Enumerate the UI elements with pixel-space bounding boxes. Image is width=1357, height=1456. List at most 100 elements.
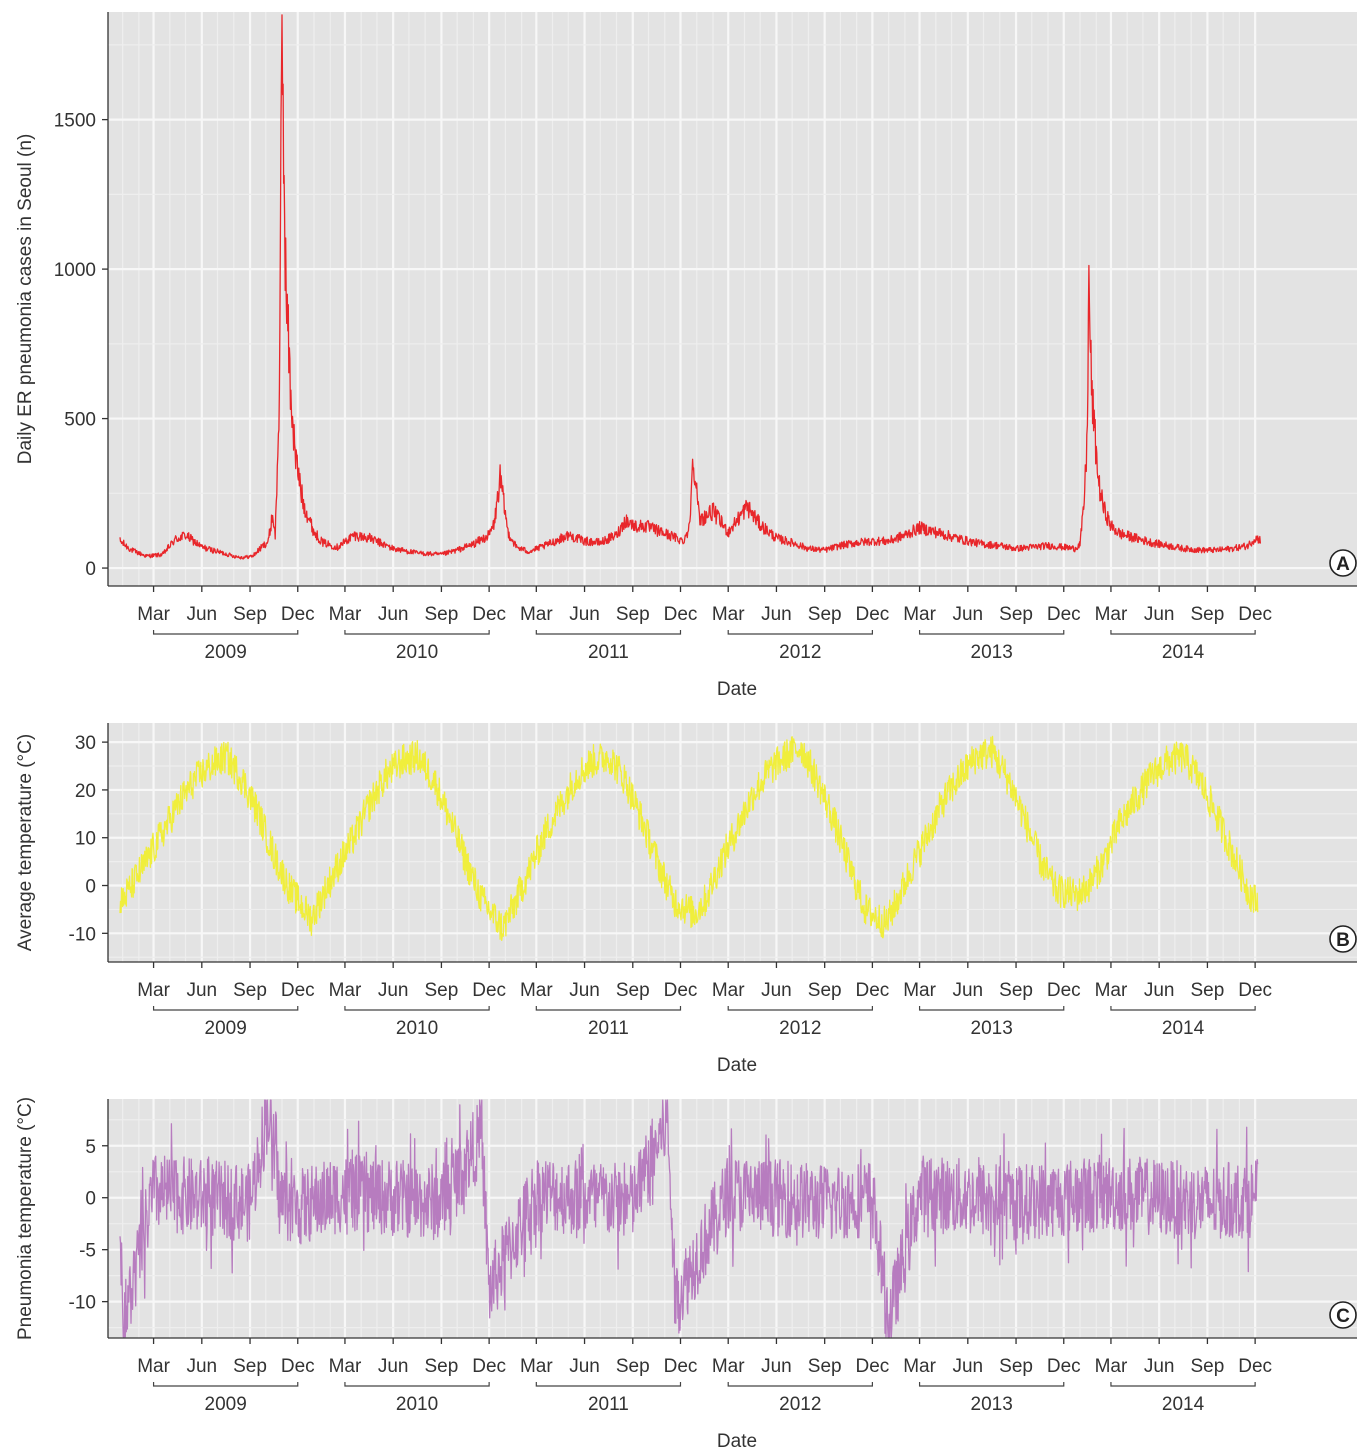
x-tick-label: Dec <box>855 980 889 1001</box>
data-point <box>1214 812 1217 815</box>
x-tick-label: Dec <box>855 1356 889 1377</box>
data-point <box>918 1191 921 1194</box>
data-point <box>384 774 387 777</box>
data-point <box>712 510 715 513</box>
x-tick-label: Mar <box>329 980 362 1001</box>
year-label: 2012 <box>779 642 821 663</box>
data-point <box>200 1196 203 1199</box>
x-tick-label: Jun <box>569 1356 600 1377</box>
data-point <box>1118 822 1121 825</box>
data-point <box>1246 889 1249 892</box>
x-tick-label: Sep <box>808 980 842 1001</box>
year-label: 2011 <box>588 1394 629 1415</box>
plot-background <box>108 12 1357 586</box>
x-tick-label: Dec <box>664 1356 698 1377</box>
data-point <box>122 1326 125 1329</box>
data-point <box>216 550 219 553</box>
panel-tag-circle <box>1329 549 1357 577</box>
y-tick-label: 5 <box>85 1137 96 1158</box>
data-point <box>1030 546 1033 549</box>
data-point <box>583 1196 586 1199</box>
data-point <box>130 549 133 552</box>
x-tick-label: Mar <box>1095 1356 1128 1377</box>
x-tick-label: Jun <box>952 980 983 1001</box>
data-point <box>693 913 696 916</box>
year-label: 2010 <box>396 642 438 663</box>
data-point <box>736 827 739 830</box>
year-label: 2012 <box>779 1018 821 1039</box>
x-axis-title: Date <box>717 1055 757 1076</box>
data-point <box>896 898 899 901</box>
year-bracket <box>727 630 873 635</box>
data-point <box>251 555 254 558</box>
x-axis-title: Date <box>717 1431 757 1451</box>
data-point <box>608 755 611 758</box>
data-point <box>832 817 835 820</box>
data-point <box>1076 894 1079 897</box>
data-point <box>321 541 324 544</box>
data-point <box>1231 547 1234 550</box>
data-point <box>544 544 547 547</box>
data-point <box>1256 903 1259 906</box>
data-point <box>1073 547 1076 550</box>
x-tick-label: Sep <box>233 1356 267 1377</box>
data-point <box>232 555 235 558</box>
panel-B: -10 0 10 20 30 Mar Jun Sep Dec 2009 Mar Jun Sep Dec 20… <box>15 723 1357 1076</box>
x-tick-label: Sep <box>808 604 842 625</box>
year-bracket <box>152 630 299 635</box>
x-tick-label: Jun <box>569 980 600 1001</box>
x-tick-label: Jun <box>186 604 217 625</box>
x-tick-label: Mar <box>903 604 936 625</box>
x-tick-label: Dec <box>1047 980 1081 1001</box>
data-point <box>392 1196 395 1199</box>
x-tick-label: Mar <box>903 980 936 1001</box>
x-tick-label: Mar <box>520 604 553 625</box>
data-point <box>775 1196 778 1199</box>
year-bracket <box>344 1382 490 1387</box>
data-point <box>289 387 292 390</box>
x-tick-label: Mar <box>520 1356 553 1377</box>
year-bracket <box>918 1382 1065 1387</box>
data-point <box>591 760 594 763</box>
data-point <box>456 549 459 552</box>
x-tick-label: Mar <box>329 1356 362 1377</box>
data-point <box>321 894 324 897</box>
y-axis-title: Daily ER pneumonia cases in Seoul (n) <box>15 134 36 465</box>
data-point <box>267 1108 270 1111</box>
data-point <box>1259 538 1262 541</box>
x-tick-label: Mar <box>712 604 745 625</box>
x-tick-label: Jun <box>761 604 792 625</box>
data-point <box>1134 537 1137 540</box>
data-point <box>855 541 858 544</box>
data-point <box>674 1300 677 1303</box>
data-point <box>1062 546 1065 549</box>
data-point <box>433 779 436 782</box>
y-tick-label: -10 <box>69 924 96 945</box>
data-point <box>848 865 851 868</box>
year-bracket <box>1110 1006 1256 1011</box>
x-tick-label: Sep <box>1191 604 1225 625</box>
y-tick-label: 0 <box>85 559 96 580</box>
data-point <box>966 540 969 543</box>
data-point <box>416 552 419 555</box>
x-tick-label: Mar <box>329 604 362 625</box>
data-point <box>634 525 637 528</box>
data-point <box>289 889 292 892</box>
x-tick-label: Jun <box>569 604 600 625</box>
data-point <box>1134 798 1137 801</box>
x-tick-label: Dec <box>472 604 506 625</box>
data-point <box>1097 483 1100 486</box>
data-point <box>528 550 531 553</box>
x-tick-label: Mar <box>712 1356 745 1377</box>
data-point <box>472 543 475 546</box>
x-tick-label: Sep <box>616 980 650 1001</box>
x-tick-label: Dec <box>1047 604 1081 625</box>
data-point <box>656 529 659 532</box>
year-bracket <box>344 630 490 635</box>
data-point <box>615 534 618 537</box>
data-point <box>823 1201 826 1204</box>
x-tick-label: Mar <box>712 980 745 1001</box>
data-point <box>1182 547 1185 550</box>
data-point <box>783 755 786 758</box>
data-point <box>871 1196 874 1199</box>
